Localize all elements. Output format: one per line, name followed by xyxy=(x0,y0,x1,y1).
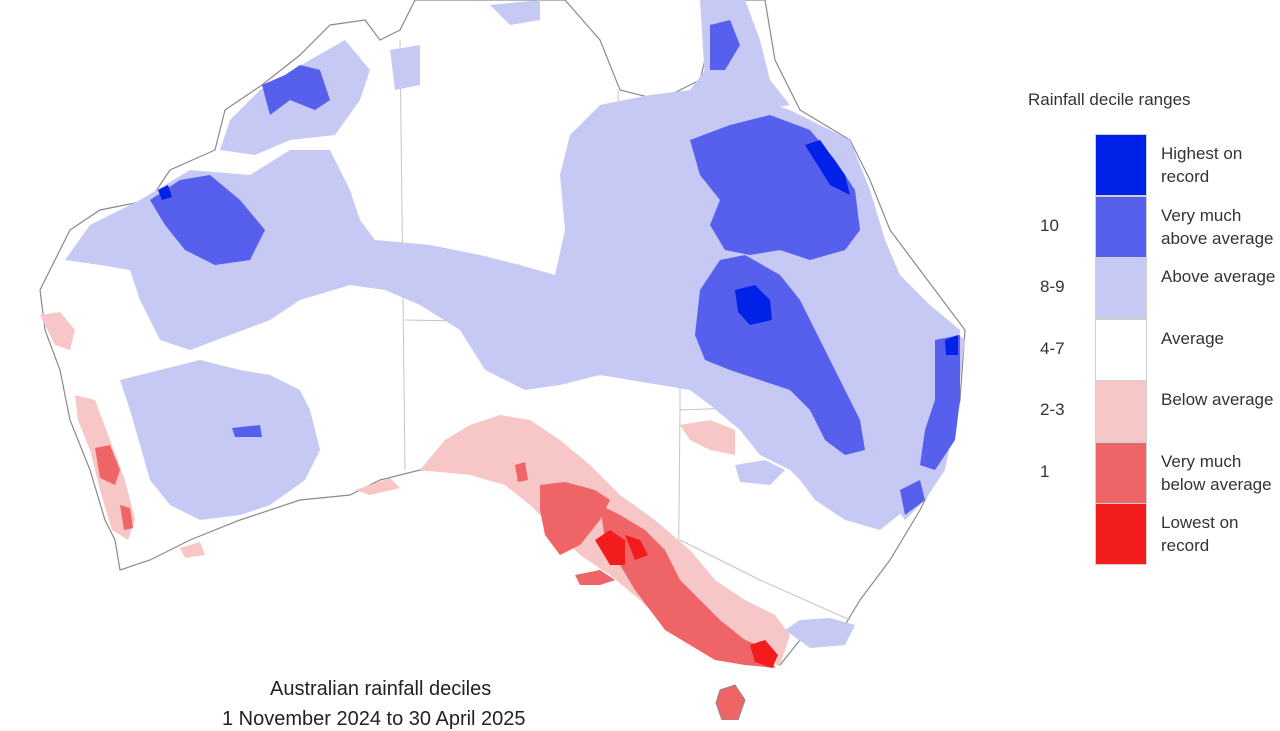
region-vmbelow-west-sa xyxy=(515,462,528,482)
region-vmbelow-southwest-wa-2 xyxy=(120,505,133,530)
region-above-far-north xyxy=(490,0,540,25)
region-above-darwin xyxy=(390,45,420,90)
legend-row: 8-9 Above average xyxy=(1020,257,1280,319)
region-above-central-wa xyxy=(120,360,320,520)
region-vmbelow-sa-vic xyxy=(600,505,775,668)
legend-row: Lowest on record xyxy=(1020,503,1280,565)
map-title: Australian rainfall deciles xyxy=(270,678,492,700)
legend-swatch xyxy=(1095,257,1147,319)
region-vmabove-kimberley xyxy=(262,65,330,115)
decile-lowest-regions xyxy=(595,530,778,668)
legend-item-label: Average xyxy=(1161,328,1225,348)
legend-swatch xyxy=(1095,318,1147,381)
legend-swatch xyxy=(1095,134,1147,196)
legend-swatch xyxy=(1095,503,1147,565)
legend-item-label: Below average xyxy=(1161,390,1274,409)
region-highest-central-qld xyxy=(735,285,772,325)
legend-item-label: Lowest on record xyxy=(1161,513,1239,555)
legend-swatch xyxy=(1095,195,1147,258)
legend-row: 1 Very much below average xyxy=(1020,441,1280,504)
region-vmabove-pilbara xyxy=(150,175,265,265)
legend-item-label: Very much below average xyxy=(1161,451,1272,494)
legend-range-label: 8-9 xyxy=(1040,277,1065,296)
tasmania-outline xyxy=(715,684,746,720)
legend-swatch xyxy=(1095,441,1147,504)
tasmania xyxy=(715,684,746,720)
legend-range-label: 2-3 xyxy=(1040,400,1065,419)
region-lowest-sa-coast xyxy=(625,535,648,560)
region-highest-east-spot xyxy=(945,335,958,355)
region-below-nsw-spot xyxy=(680,420,735,455)
legend-row: 4-7 Average xyxy=(1020,318,1280,381)
region-vmbelow-eyre xyxy=(540,482,610,555)
decile-very-much-below-regions xyxy=(95,445,775,668)
legend-row: 2-3 Below average xyxy=(1020,380,1280,442)
legend-range-label: 10 xyxy=(1040,215,1059,235)
region-vmabove-central-wa-spot xyxy=(232,425,262,437)
region-vmabove-east-coast xyxy=(920,335,960,470)
decile-highest-regions xyxy=(158,140,958,355)
region-lowest-vic-west xyxy=(750,640,778,668)
legend-range-label: 4-7 xyxy=(1040,338,1065,358)
australia-rainfall-map xyxy=(39,0,966,720)
region-above-bight-east xyxy=(735,460,785,485)
legend-row: Highest on record xyxy=(1020,134,1280,196)
legend-swatch xyxy=(1095,380,1147,442)
region-above-vic-east xyxy=(785,618,855,648)
legend-title: Rainfall decile ranges xyxy=(1028,90,1191,109)
region-highest-qld-coast xyxy=(805,140,850,195)
legend-range-label: 1 xyxy=(1040,461,1050,481)
region-highest-pilbara-spot xyxy=(158,185,172,200)
region-vmbelow-southwest-wa xyxy=(95,445,120,485)
legend: Rainfall decile ranges Highest on record… xyxy=(1020,86,1280,586)
region-vmabove-cape-york xyxy=(710,20,740,70)
legend-row: 10 Very much above average xyxy=(1020,195,1280,258)
region-vmabove-nsw-south xyxy=(900,480,925,515)
region-below-bight xyxy=(355,478,400,495)
legend-item-label: Very much above average xyxy=(1161,205,1274,248)
border-nsw-vic xyxy=(679,539,851,621)
region-lowest-sa-gulf xyxy=(595,530,625,565)
legend-item-label: Highest on record xyxy=(1161,144,1243,186)
region-vmbelow-yorke xyxy=(575,570,615,585)
legend-item-label: Above average xyxy=(1161,267,1276,286)
region-below-west-coast xyxy=(40,312,75,350)
region-below-wa-south xyxy=(180,542,205,558)
